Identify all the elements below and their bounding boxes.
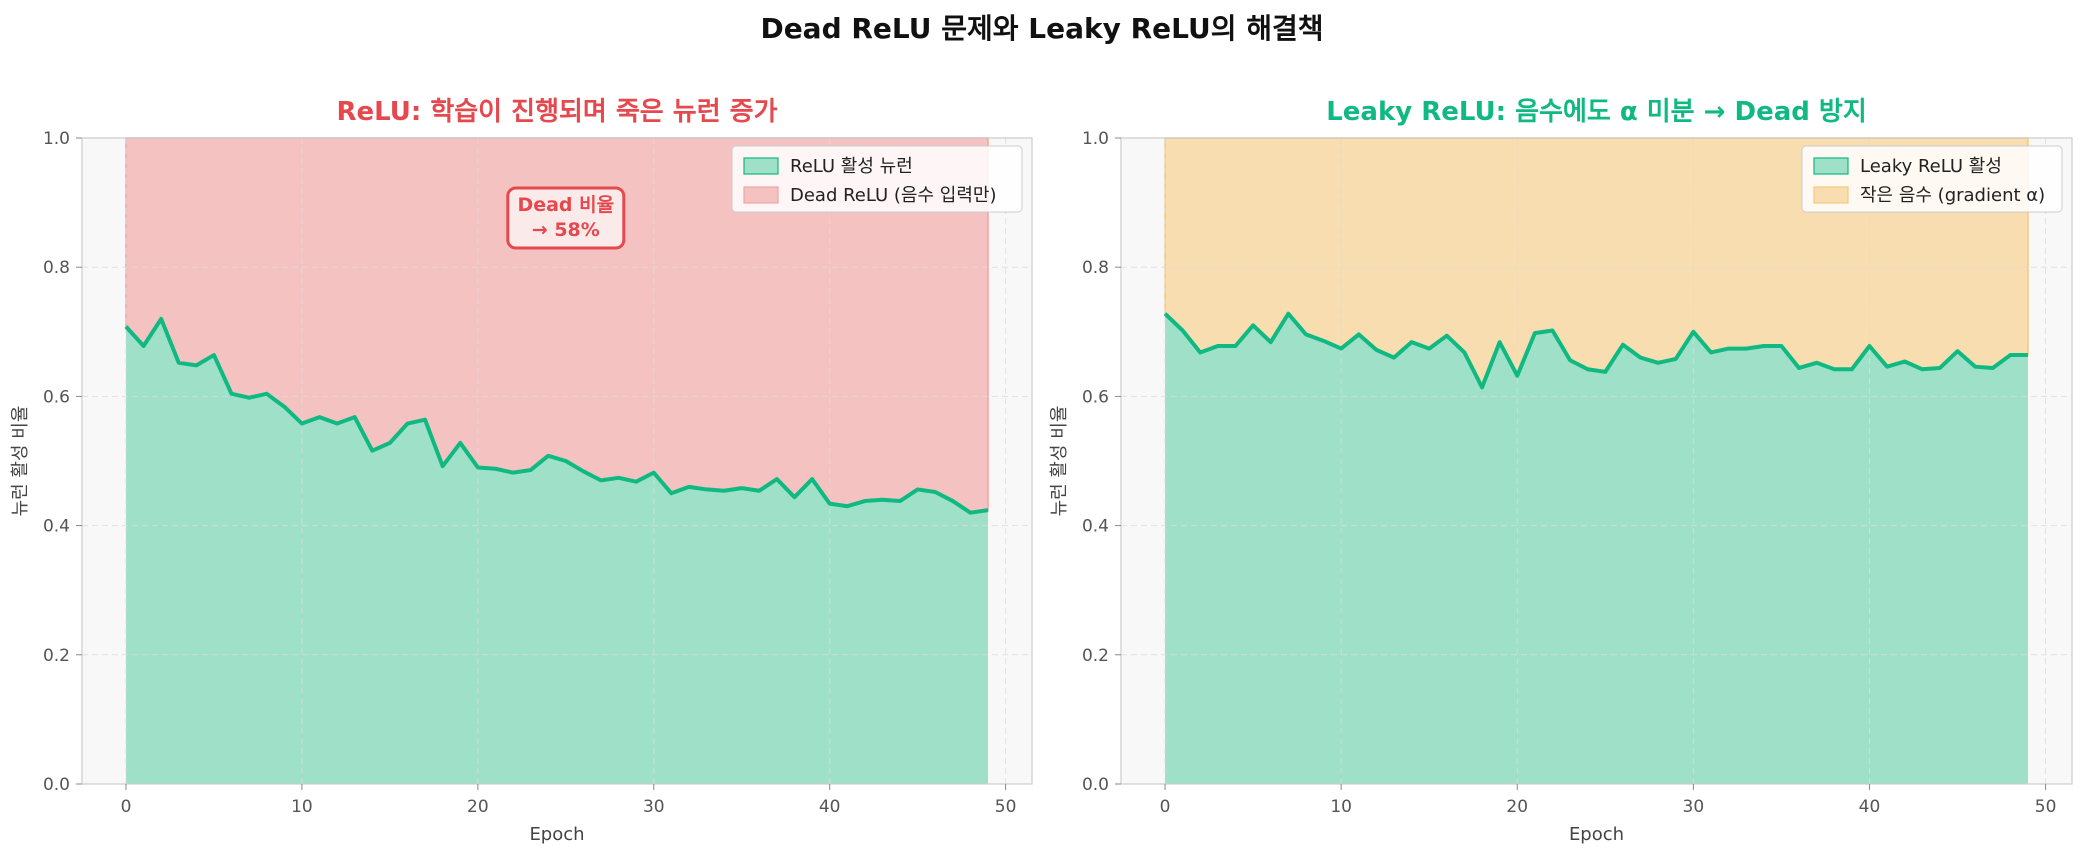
x-axis-label: Epoch — [1569, 824, 1624, 845]
x-axis-label: Epoch — [529, 824, 584, 845]
x-tick-label: 40 — [1859, 797, 1881, 817]
y-tick-label: 0.2 — [43, 646, 70, 666]
y-tick-label: 0.0 — [1082, 775, 1109, 795]
legend-box — [731, 145, 1023, 213]
y-tick-label: 0.6 — [1082, 387, 1109, 407]
series-line — [1163, 311, 2028, 390]
y-axis-label: 뉴런 활성 비율 — [1049, 406, 1070, 517]
legend-swatch — [1813, 157, 1849, 175]
y-axis-label: 뉴런 활성 비율 — [10, 406, 31, 517]
annotation-text: → 58% — [532, 219, 600, 241]
x-tick-label: 10 — [1330, 797, 1352, 817]
legend-label: 작은 음수 (gradient α) — [1860, 185, 2045, 206]
x-tick-label: 10 — [291, 797, 313, 817]
x-tick-label: 20 — [467, 797, 489, 817]
legend-label: Leaky ReLU 활성 — [1860, 156, 2002, 177]
x-tick-label: 30 — [643, 797, 665, 817]
x-tick-label: 0 — [121, 797, 132, 817]
y-tick-label: 0.6 — [43, 387, 70, 407]
chart-panel-2: 0 10 20 30 40 50 0.0 0.2 0.4 0.6 0.8 1.0 Epoch 뉴런 활성 … — [1049, 97, 2073, 845]
chart-panel-1: 0 10 20 30 40 50 0.0 0.2 0.4 0.6 0.8 1.0 Epoch 뉴런 활성 … — [10, 97, 1033, 845]
legend-label: Dead ReLU (음수 입력만) — [790, 185, 996, 206]
plot-frame — [1120, 137, 2073, 785]
active-area — [125, 318, 989, 784]
x-tick-label: 50 — [2035, 797, 2057, 817]
x-tick-label: 0 — [1160, 797, 1171, 817]
series-line — [124, 316, 989, 515]
x-tick-label: 20 — [1506, 797, 1528, 817]
active-area — [1165, 313, 2028, 784]
legend-swatch — [1813, 186, 1849, 204]
x-tick-label: 50 — [995, 797, 1017, 817]
y-tick-label: 0.8 — [43, 258, 70, 278]
legend-swatch — [743, 157, 779, 175]
figure-title: Dead ReLU 문제와 Leaky ReLU의 해결책 — [760, 12, 1323, 45]
y-tick-label: 1.0 — [1082, 129, 1109, 149]
x-tick-label: 40 — [819, 797, 841, 817]
annotation: Dead 비율 → 58% — [506, 186, 626, 250]
plot-frame — [81, 137, 1033, 785]
y-tick-label: 0.8 — [1082, 258, 1109, 278]
legend: ReLU 활성 뉴런 Dead ReLU (음수 입력만) — [731, 145, 1023, 213]
y-tick-label: 0.2 — [1082, 646, 1109, 666]
legend-label: ReLU 활성 뉴런 — [790, 156, 913, 177]
y-tick-label: 0.4 — [43, 517, 70, 537]
annotation-text: Dead 비율 — [517, 194, 614, 216]
legend-box — [1801, 145, 2063, 213]
y-tick-label: 1.0 — [43, 129, 70, 149]
panel-title: Leaky ReLU: 음수에도 α 미분 → Dead 방지 — [1326, 97, 1867, 127]
y-tick-label: 0.4 — [1082, 517, 1109, 537]
y-tick-label: 0.0 — [43, 775, 70, 795]
panels: 0 10 20 30 40 50 0.0 0.2 0.4 0.6 0.8 1.0 Epoch 뉴런 활성 … — [10, 97, 2073, 845]
x-tick-label: 30 — [1683, 797, 1705, 817]
panel-title: ReLU: 학습이 진행되며 죽은 뉴런 증가 — [336, 97, 777, 127]
legend-swatch — [743, 186, 779, 204]
annotation-box — [506, 186, 626, 250]
